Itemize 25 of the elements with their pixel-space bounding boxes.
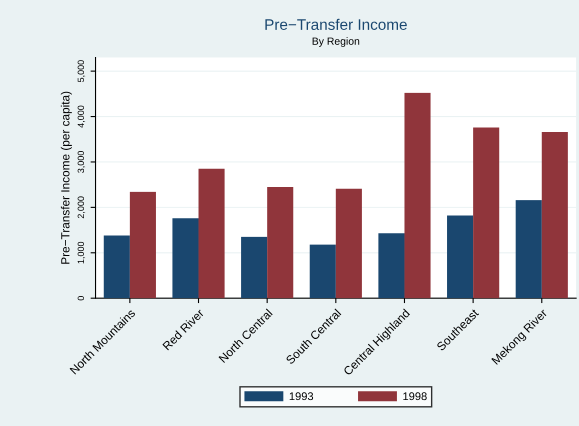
bar bbox=[473, 127, 500, 298]
legend-label: 1998 bbox=[403, 392, 427, 400]
chart-title: Pre−Transfer Income bbox=[265, 18, 407, 30]
y-tick-label: 0 bbox=[78, 296, 84, 300]
bar bbox=[516, 200, 542, 298]
bar bbox=[172, 218, 199, 298]
bar bbox=[310, 244, 336, 298]
bar bbox=[241, 236, 268, 298]
bar bbox=[104, 236, 130, 298]
legend-label: 1993 bbox=[290, 392, 314, 400]
bar bbox=[447, 216, 474, 298]
y-tick-label: 4,000 bbox=[78, 106, 86, 128]
bar bbox=[336, 188, 362, 298]
y-tick-label: 2,000 bbox=[78, 196, 86, 218]
bar bbox=[542, 132, 568, 298]
bar bbox=[130, 192, 156, 298]
y-tick-label: 1,000 bbox=[78, 242, 86, 264]
y-tick-label: 5,000 bbox=[78, 60, 86, 82]
bar bbox=[404, 92, 431, 298]
bar bbox=[198, 168, 225, 298]
y-tick-label: 3,000 bbox=[78, 151, 86, 173]
chart-subtitle: By Region bbox=[312, 37, 360, 47]
bar bbox=[378, 233, 404, 298]
bar bbox=[267, 186, 294, 298]
y-axis-title: Pre−Transfer Income (per capita) bbox=[60, 92, 72, 264]
